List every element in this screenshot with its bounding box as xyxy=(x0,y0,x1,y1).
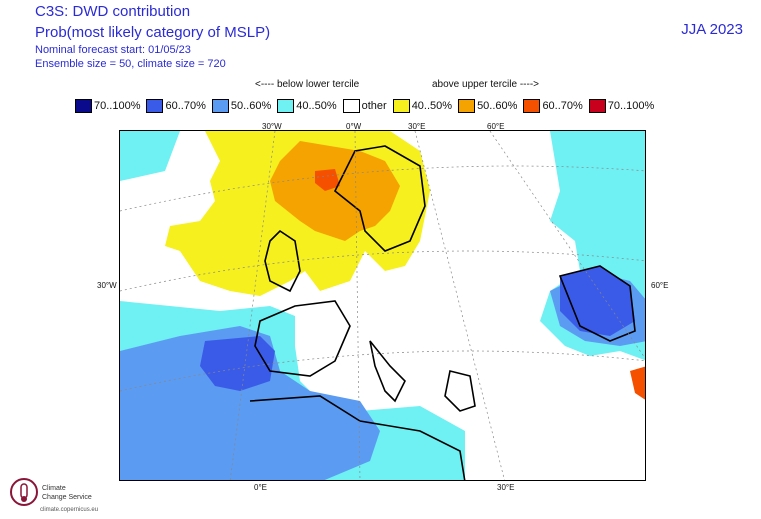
legend-swatch xyxy=(75,99,92,113)
legend-swatch xyxy=(392,99,410,113)
season-label: JJA 2023 xyxy=(681,21,743,38)
grid-label-top: 60°E xyxy=(487,122,505,131)
chart-subtitle: Prob(most likely category of MSLP) xyxy=(35,24,271,41)
legend-item: 70..100% xyxy=(588,99,655,113)
grid-label-left: 30°W xyxy=(97,281,117,290)
forecast-start: Nominal forecast start: 01/05/23 xyxy=(35,44,191,56)
legend-label: 50..60% xyxy=(477,100,518,112)
area-below-40-50-n xyxy=(120,131,180,181)
below-tercile-note: <---- below lower tercile xyxy=(255,79,360,90)
probability-map xyxy=(119,130,646,481)
legend-item: 60..70% xyxy=(146,99,206,113)
logo-line2: Change Service xyxy=(42,494,92,501)
legend-label: 50..60% xyxy=(230,100,272,112)
area-below-50-60 xyxy=(120,326,380,480)
area-above-60-70 xyxy=(315,169,340,191)
legend-item: 50..60% xyxy=(211,99,272,113)
legend-item: 60..70% xyxy=(523,99,583,113)
logo-text: Climate Change Service xyxy=(42,484,92,502)
legend-item: 40..50% xyxy=(392,99,453,113)
legend-item: 50..60% xyxy=(458,99,517,113)
legend-label: 70..100% xyxy=(94,100,141,112)
grid-label-right: 60°E xyxy=(651,281,669,290)
logo-url: climate.copernicus.eu xyxy=(40,507,99,513)
map-canvas xyxy=(120,131,645,480)
legend-label: other xyxy=(361,100,387,112)
legend-item: 70..100% xyxy=(75,99,140,113)
legend-label: 70..100% xyxy=(607,100,655,112)
legend-swatch xyxy=(342,99,360,113)
area-above-60-70-east xyxy=(630,366,645,400)
grid-label-bottom: 30°E xyxy=(497,483,515,492)
ensemble-size: Ensemble size = 50, climate size = 720 xyxy=(35,58,226,70)
grid-label-bottom: 0°E xyxy=(254,483,267,492)
grid-label-top: 0°W xyxy=(346,122,362,131)
above-tercile-note: above upper tercile ----> xyxy=(432,79,539,90)
graticule xyxy=(120,131,645,480)
legend-label: 40..50% xyxy=(411,100,453,112)
legend: 70..100% 60..70% 50..60% 40..50% other 4… xyxy=(75,99,660,113)
legend-swatch xyxy=(277,99,295,113)
legend-swatch xyxy=(458,99,476,113)
logo-line1: Climate xyxy=(42,485,66,492)
legend-label: 40..50% xyxy=(296,100,337,112)
grid-label-top: 30°W xyxy=(262,122,282,131)
legend-swatch xyxy=(211,99,229,113)
legend-label: 60..70% xyxy=(165,100,206,112)
legend-item: other xyxy=(342,99,387,113)
legend-item: 40..50% xyxy=(277,99,337,113)
area-below-60-70 xyxy=(200,336,275,391)
legend-swatch xyxy=(146,99,164,113)
legend-swatch xyxy=(523,99,541,113)
legend-swatch xyxy=(588,99,606,113)
grid-label-top: 30°E xyxy=(408,122,426,131)
copernicus-logo-icon xyxy=(10,478,38,506)
chart-title: C3S: DWD contribution xyxy=(35,3,191,20)
area-below-60-70-east xyxy=(560,266,635,336)
legend-label: 60..70% xyxy=(542,100,583,112)
coastlines xyxy=(249,145,636,480)
